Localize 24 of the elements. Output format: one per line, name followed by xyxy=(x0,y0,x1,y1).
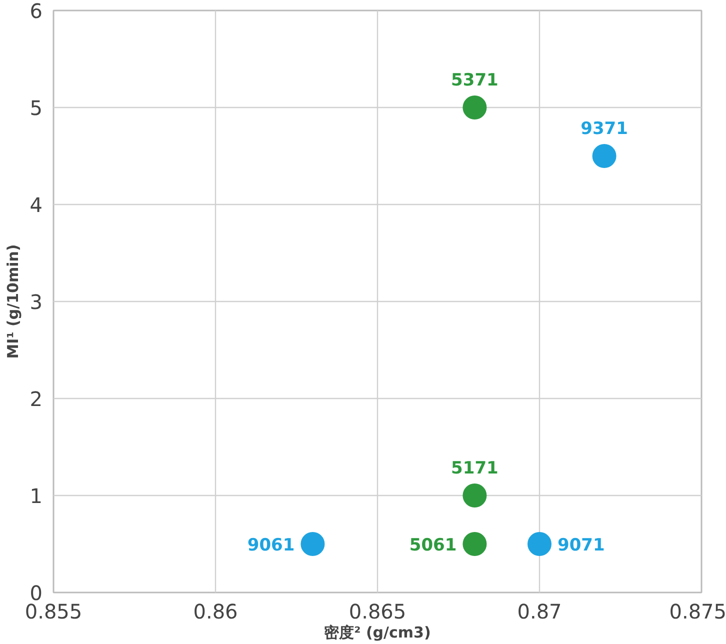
annotation: 5061 xyxy=(409,536,457,556)
y-tick-label: 4 xyxy=(30,193,43,217)
y-tick-label: 6 xyxy=(30,0,43,23)
x-tick-label: 0.87 xyxy=(517,600,562,624)
y-tick-label: 3 xyxy=(30,290,43,314)
point xyxy=(300,532,325,556)
point xyxy=(462,96,487,120)
point xyxy=(462,532,487,556)
annotation: 9061 xyxy=(247,536,295,556)
y-axis-title: MI¹ (g/10min) xyxy=(4,244,22,359)
point xyxy=(462,484,487,508)
y-tick-label: 1 xyxy=(30,484,43,508)
annotation: 9071 xyxy=(558,536,605,556)
annotation: 5371 xyxy=(451,70,498,90)
annotation: 5171 xyxy=(451,458,498,478)
x-axis-title: 密度² (g/cm3) xyxy=(324,624,431,642)
y-tick-label: 5 xyxy=(30,96,43,120)
annotation: 9371 xyxy=(580,119,628,139)
x-tick-label: 0.875 xyxy=(669,600,726,624)
point xyxy=(592,144,616,168)
x-tick-label: 0.865 xyxy=(348,600,406,624)
y-tick-label: 2 xyxy=(30,387,43,411)
x-tick-label: 0.86 xyxy=(193,600,238,624)
point xyxy=(528,532,552,556)
